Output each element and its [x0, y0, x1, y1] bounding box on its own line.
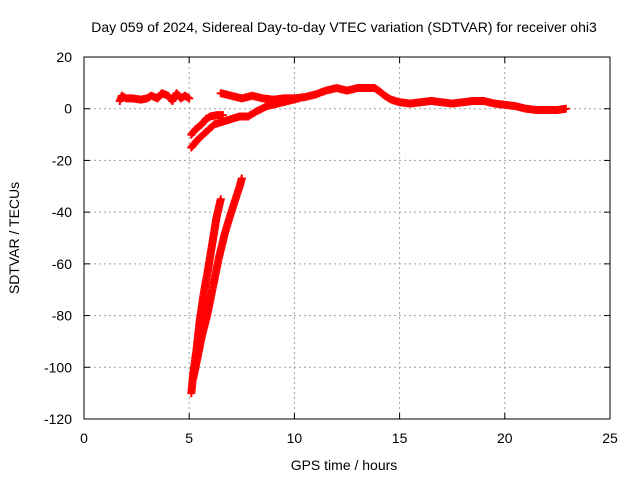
data-point: [237, 174, 246, 183]
data-series: [115, 84, 570, 398]
series-main-positive: [216, 84, 570, 115]
series-lower-branch: [187, 94, 303, 152]
y-axis-label: SDTVAR / TECUs: [6, 182, 22, 294]
y-tick-label: -120: [44, 411, 72, 427]
x-tick-label: 25: [602, 430, 618, 446]
chart-title: Day 059 of 2024, Sidereal Day-to-day VTE…: [91, 19, 597, 35]
x-tick-label: 0: [80, 430, 88, 446]
y-tick-label: -80: [52, 308, 72, 324]
x-tick-label: 20: [497, 430, 513, 446]
y-tick-label: 0: [64, 101, 72, 117]
x-tick-label: 5: [185, 430, 193, 446]
x-tick-label: 15: [392, 430, 408, 446]
plot-frame: [83, 56, 611, 420]
y-tick-label: -40: [52, 204, 72, 220]
series-early-positive: [115, 89, 194, 105]
data-point: [185, 94, 194, 103]
y-tick-label: -60: [52, 256, 72, 272]
x-tick-label: 10: [287, 430, 303, 446]
series-steep-right: [189, 174, 246, 382]
x-axis-label: GPS time / hours: [291, 457, 398, 473]
grid: [84, 57, 610, 419]
y-tick-label: 20: [56, 49, 72, 65]
data-point: [561, 104, 570, 113]
data-point: [216, 195, 225, 204]
series-upper-branch: [187, 111, 227, 139]
y-tick-label: -20: [52, 152, 72, 168]
axis-ticks: -120 -100 -80 -60 -40 -20 0 20 0 5 10 15 20 25: [44, 49, 618, 446]
y-tick-label: -100: [44, 359, 72, 375]
